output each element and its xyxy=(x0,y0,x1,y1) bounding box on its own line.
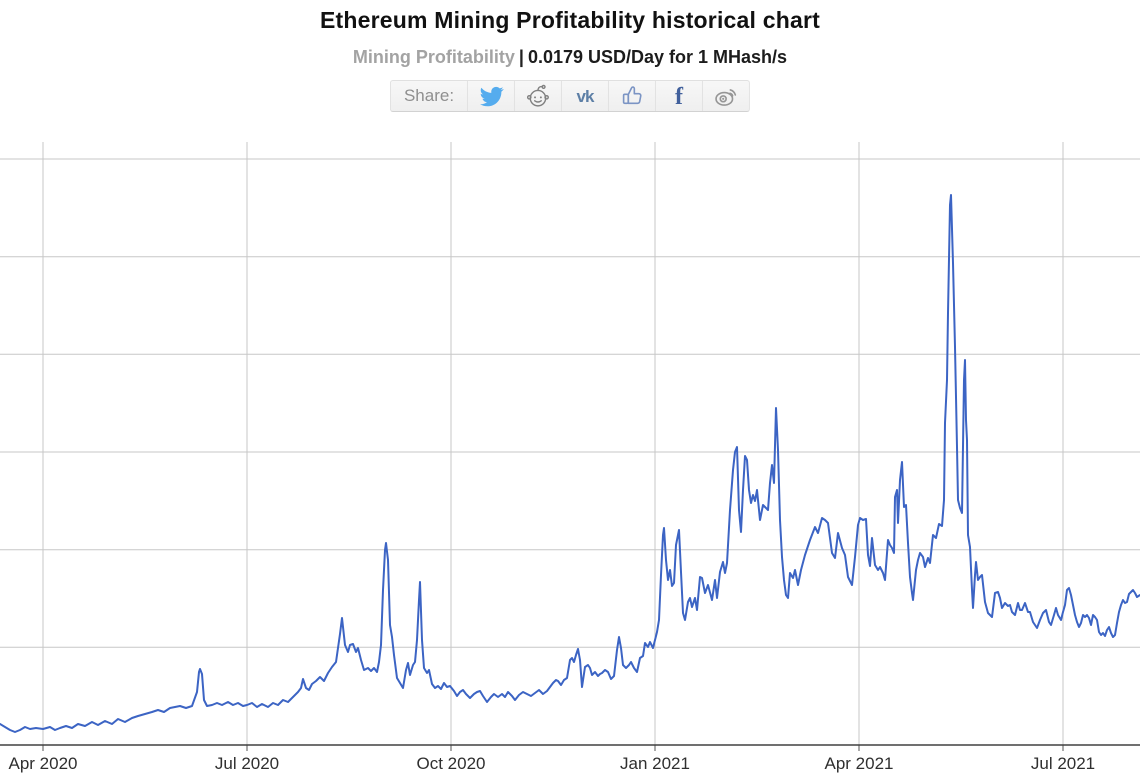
svg-text:vk: vk xyxy=(577,87,595,106)
share-vk-button[interactable]: vk xyxy=(561,81,608,111)
x-axis-label: Jul 2021 xyxy=(1031,754,1095,773)
x-axis-label: Oct 2020 xyxy=(417,754,486,773)
x-axis-label: Apr 2020 xyxy=(9,754,78,773)
like-icon xyxy=(619,83,645,109)
share-reddit-button[interactable] xyxy=(514,81,561,111)
share-like-button[interactable] xyxy=(608,81,655,111)
x-axis-label: Jan 2021 xyxy=(620,754,690,773)
share-facebook-button[interactable]: f xyxy=(655,81,702,111)
share-label: Share: xyxy=(403,86,455,105)
svg-text:f: f xyxy=(675,84,684,109)
page-title: Ethereum Mining Profitability historical… xyxy=(320,7,820,33)
share-bar: Share: vk f xyxy=(389,80,751,112)
subtitle-series-name: Mining Profitability xyxy=(352,47,515,67)
x-axis-label: Jul 2020 xyxy=(215,754,279,773)
chart-subtitle: Mining Profitability | 0.0179 USD/Day for … xyxy=(0,47,1140,68)
twitter-icon xyxy=(479,84,504,109)
share-weibo-button[interactable] xyxy=(702,81,749,111)
reddit-icon xyxy=(525,83,551,109)
subtitle-separator: | xyxy=(518,47,524,67)
subtitle-current-value: 0.0179 USD/Day for 1 MHash/s xyxy=(527,47,788,67)
facebook-icon: f xyxy=(671,83,687,109)
x-axis-label: Apr 2021 xyxy=(825,754,894,773)
share-twitter-button[interactable] xyxy=(467,81,514,111)
vk-icon: vk xyxy=(568,84,602,108)
profitability-line-series xyxy=(0,194,1140,733)
weibo-icon xyxy=(713,83,740,109)
